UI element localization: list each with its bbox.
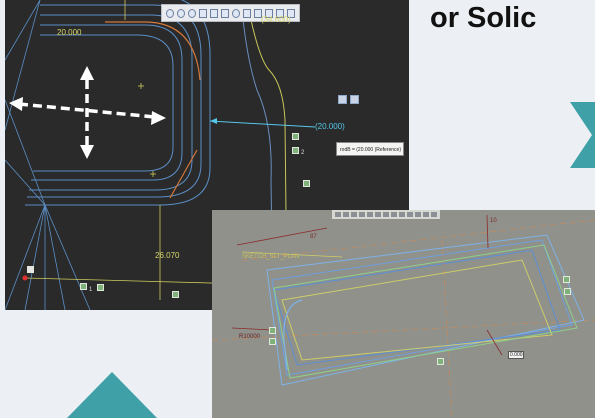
dimension-label[interactable]: (34.600) bbox=[261, 15, 291, 24]
toolbar-icon[interactable] bbox=[431, 212, 437, 217]
reference-arrowhead bbox=[210, 118, 217, 124]
move-arrows-icon bbox=[18, 80, 156, 150]
dimension-label[interactable]: 26.070 bbox=[155, 251, 180, 260]
constraint-icon[interactable] bbox=[269, 338, 276, 345]
orient-icon[interactable] bbox=[232, 8, 240, 18]
constraint-label: 1 bbox=[89, 287, 93, 293]
zoom-fit-icon[interactable] bbox=[188, 8, 196, 18]
arrowheads bbox=[9, 66, 166, 159]
reference-dimension-line bbox=[209, 120, 316, 128]
constraint-icon[interactable] bbox=[172, 291, 179, 298]
guide-curve bbox=[250, 19, 288, 310]
toolbar-icon[interactable] bbox=[407, 212, 413, 217]
sketch-canvas[interactable] bbox=[5, 0, 409, 310]
toolbar-icon[interactable] bbox=[335, 212, 341, 217]
toolbar-icon[interactable] bbox=[399, 212, 405, 217]
sketch-tool-icon[interactable] bbox=[338, 95, 347, 104]
toolbar-icon[interactable] bbox=[343, 212, 349, 217]
sketch-tool-icon[interactable] bbox=[350, 95, 359, 104]
constraint-label: 2 bbox=[301, 150, 305, 156]
constraint-icon[interactable] bbox=[27, 266, 34, 273]
constraint-icon[interactable] bbox=[303, 180, 310, 187]
zoom-out-icon[interactable] bbox=[177, 8, 185, 18]
sketch-profile bbox=[25, 0, 211, 206]
toolbar-icon[interactable] bbox=[383, 212, 389, 217]
dimension-lines-2 bbox=[231, 214, 503, 356]
sketch-profiles bbox=[266, 234, 585, 386]
refit-icon[interactable] bbox=[199, 8, 207, 18]
constraint-icon[interactable] bbox=[269, 327, 276, 334]
constraint-icon[interactable] bbox=[292, 133, 299, 140]
slide-heading: or Solic bbox=[430, 2, 537, 34]
reference-curve bbox=[241, 9, 274, 310]
construction-lines bbox=[5, 0, 91, 310]
repaint-icon[interactable] bbox=[210, 8, 218, 18]
zoom-in-icon[interactable] bbox=[166, 8, 174, 18]
sketch-canvas-2[interactable] bbox=[212, 210, 595, 418]
center-marks bbox=[138, 83, 156, 177]
toolbar-icon[interactable] bbox=[351, 212, 357, 217]
dimension-label[interactable]: 10 bbox=[490, 218, 497, 224]
toolbar-icon[interactable] bbox=[367, 212, 373, 217]
dimension-tooltip: rodB = (20.000 (Reference) bbox=[336, 142, 404, 156]
sketch-plane-label: SKETCH_SLT_PLAN bbox=[242, 254, 300, 260]
toolbar-icon[interactable] bbox=[375, 212, 381, 217]
constraint-icon[interactable] bbox=[97, 284, 104, 291]
toolbar-icon[interactable] bbox=[391, 212, 397, 217]
next-chevron-icon bbox=[570, 102, 595, 168]
sketch-tools bbox=[338, 95, 359, 104]
dimension-label[interactable]: 20.000 bbox=[57, 28, 82, 37]
cad-sketch-screenshot: 20.000 (34.600) (20.000) 26.070 rodB = (… bbox=[5, 0, 409, 310]
display-style-icon[interactable] bbox=[243, 8, 251, 18]
constraint-icon[interactable] bbox=[437, 358, 444, 365]
highlighted-edge-lower bbox=[169, 149, 198, 199]
view-icon[interactable] bbox=[221, 8, 229, 18]
graphics-toolbar-2 bbox=[332, 210, 440, 219]
constraint-icon[interactable] bbox=[564, 288, 571, 295]
toolbar-icon[interactable] bbox=[359, 212, 365, 217]
triangle-icon bbox=[67, 372, 157, 418]
fillet-arc bbox=[283, 299, 303, 371]
centerlines bbox=[212, 219, 595, 418]
csys-icon[interactable] bbox=[287, 8, 295, 18]
toolbar-icon[interactable] bbox=[415, 212, 421, 217]
dimension-label[interactable]: (20.000) bbox=[315, 122, 345, 131]
radius-dimension[interactable]: R10000 bbox=[239, 334, 261, 340]
constraint-icon[interactable] bbox=[563, 276, 570, 283]
sketch-point[interactable] bbox=[22, 275, 28, 281]
graphics-toolbar bbox=[161, 4, 300, 22]
toolbar-icon[interactable] bbox=[423, 212, 429, 217]
datum-icon[interactable] bbox=[254, 8, 262, 18]
cad-sketch-screenshot-2: 87 10 SKETCH_SLT_PLAN R10000 0.000 bbox=[212, 210, 595, 418]
dimension-label[interactable]: 87 bbox=[310, 234, 317, 240]
dimension-value-input[interactable]: 0.000 bbox=[508, 351, 524, 359]
point-icon[interactable] bbox=[276, 8, 284, 18]
highlighted-edge bbox=[105, 21, 201, 81]
constraint-icon[interactable] bbox=[292, 147, 299, 154]
plane-label-leader bbox=[241, 251, 343, 258]
constraint-icon[interactable] bbox=[80, 283, 87, 290]
axis-icon[interactable] bbox=[265, 8, 273, 18]
